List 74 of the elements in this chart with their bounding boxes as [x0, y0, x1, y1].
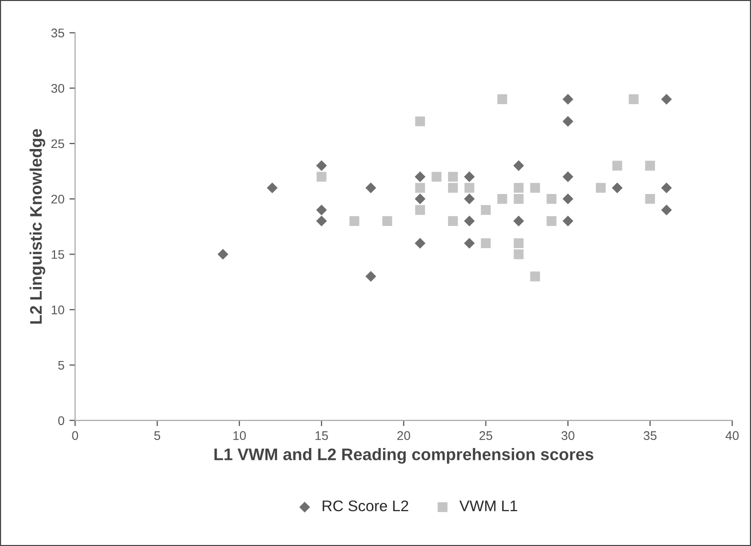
point — [414, 171, 426, 182]
point — [546, 194, 556, 204]
point — [480, 238, 491, 248]
point — [513, 216, 524, 226]
point — [530, 272, 540, 282]
point — [530, 182, 540, 193]
point — [415, 116, 425, 126]
point — [645, 160, 655, 171]
point — [645, 194, 655, 204]
x-tick-label: 20 — [397, 431, 410, 440]
point — [497, 194, 508, 204]
y-tick-label: 5 — [58, 360, 64, 370]
point — [218, 248, 228, 260]
point — [546, 216, 556, 226]
y-tick-label: 30 — [51, 84, 64, 93]
point — [562, 94, 574, 105]
x-tick-label: 5 — [154, 431, 160, 440]
point — [365, 182, 376, 194]
x-tick-label: 25 — [479, 431, 492, 440]
point — [514, 238, 524, 248]
point — [464, 171, 475, 182]
x-tick-label: 30 — [561, 431, 574, 440]
point — [497, 94, 508, 104]
point — [432, 172, 442, 182]
point — [480, 205, 491, 215]
y-tick-label: 15 — [52, 250, 64, 259]
point — [316, 216, 327, 226]
point — [266, 182, 278, 194]
y-tick-label: 25 — [51, 139, 64, 148]
point — [562, 116, 574, 127]
y-tick-label: 10 — [52, 305, 64, 314]
point — [464, 238, 475, 249]
point — [661, 182, 672, 194]
point — [464, 194, 475, 204]
point — [349, 216, 360, 226]
point — [316, 204, 327, 216]
point — [514, 249, 524, 260]
point — [513, 160, 524, 172]
x-tick-label: 40 — [726, 431, 739, 440]
point — [464, 182, 474, 193]
point — [596, 182, 606, 193]
point — [612, 182, 623, 194]
point — [414, 238, 426, 249]
point — [415, 205, 425, 215]
point — [464, 216, 475, 226]
point — [661, 94, 672, 105]
point — [612, 160, 622, 171]
y-tick-label: 20 — [51, 194, 64, 204]
x-tick-label: 0 — [72, 431, 78, 440]
legend-label: RC Score L2 — [322, 500, 408, 512]
point — [514, 182, 524, 193]
point — [661, 204, 672, 216]
point — [562, 194, 574, 204]
point — [415, 182, 425, 193]
legend-label: VWM L1 — [459, 500, 518, 512]
y-tick-label: 0 — [58, 416, 64, 426]
point — [448, 182, 458, 193]
point — [562, 171, 574, 182]
y-tick-label: 35 — [51, 28, 64, 38]
point — [448, 216, 458, 226]
point — [562, 216, 574, 226]
point — [514, 194, 524, 204]
point — [628, 94, 639, 104]
point — [414, 194, 426, 204]
x-tick-label: 15 — [316, 431, 328, 440]
point — [382, 216, 392, 226]
x-tick-label: 35 — [644, 431, 657, 440]
point — [316, 160, 327, 172]
x-axis-title: L1 VWM and L2 Reading comprehension scores — [214, 448, 594, 464]
point — [448, 172, 458, 182]
point — [316, 172, 326, 182]
y-axis-title: L2 Linguistic Knowledge — [30, 129, 46, 324]
x-tick-label: 10 — [233, 431, 246, 440]
point — [365, 271, 376, 282]
